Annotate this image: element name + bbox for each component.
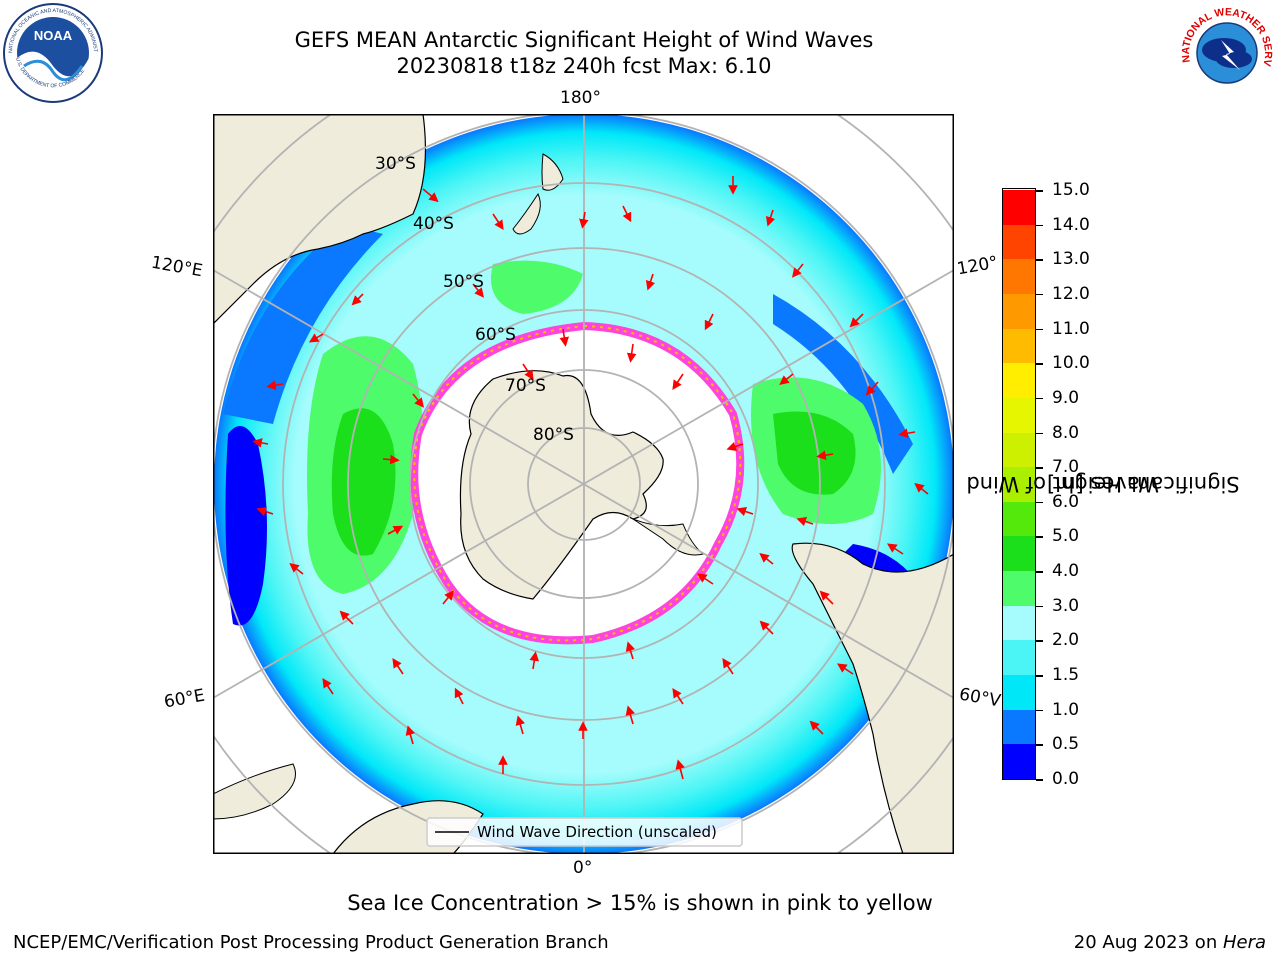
colorbar-bin — [1003, 535, 1035, 572]
colorbar-tick-mark — [1036, 675, 1043, 677]
colorbar-tick-mark — [1036, 605, 1043, 608]
lat-label-70s: 70°S — [505, 376, 546, 396]
legend-label: Wind Wave Direction (unscaled) — [477, 823, 717, 841]
lon-label-180: 180° — [560, 88, 601, 108]
colorbar-tick-label: 13.0 — [1052, 249, 1090, 270]
colorbar-tick-mark — [1036, 328, 1043, 331]
colorbar-tick-label: 8.0 — [1052, 422, 1080, 443]
antarctica-landmass — [459, 370, 664, 600]
colorbar-tick-label: 7.0 — [1052, 457, 1080, 478]
colorbar-tick-mark — [1036, 363, 1043, 365]
lat-label-50s: 50°S — [443, 272, 484, 292]
colorbar-tick-mark — [1036, 432, 1043, 435]
colorbar-tick-label: 4.0 — [1052, 561, 1080, 582]
colorbar-bin — [1003, 501, 1035, 537]
colorbar-tick-label: 9.0 — [1052, 387, 1080, 408]
colorbar-tick-label: 5.0 — [1052, 526, 1080, 547]
lat-label-60s: 60°S — [475, 325, 516, 345]
noaa-logo: NOAA NATIONAL OCEANIC AND ATMOSPHERIC AD… — [2, 2, 103, 103]
sea-ice-note: Sea Ice Concentration > 15% is shown in … — [347, 891, 933, 915]
colorbar-tick-label: 6.0 — [1052, 491, 1080, 512]
colorbar-bin — [1003, 189, 1035, 225]
colorbar-tick-mark — [1036, 744, 1043, 746]
colorbar-tick-mark — [1036, 536, 1043, 538]
lon-label-120w: 120° — [955, 252, 1000, 280]
colorbar-bin — [1003, 570, 1035, 606]
lon-label-0: 0° — [573, 858, 593, 878]
lon-label-60w: 60°V — [957, 684, 1003, 712]
colorbar-bin — [1003, 743, 1035, 779]
colorbar-bin — [1003, 328, 1035, 364]
colorbar-tick-label: 10.0 — [1052, 353, 1090, 374]
machine-name: Hera — [1222, 932, 1266, 953]
colorbar-tick-mark — [1036, 190, 1043, 192]
colorbar — [1002, 188, 1036, 780]
lon-label-60e: 60°E — [162, 685, 207, 713]
colorbar-tick-label: 0.0 — [1052, 769, 1080, 789]
colorbar-tick-label: 14.0 — [1052, 214, 1090, 235]
polar-map: 30°S 40°S 50°S 60°S 70°S 80°S Wind Wave … — [213, 114, 954, 854]
date-text: 20 Aug 2023 on Hera — [1073, 932, 1266, 953]
colorbar-tick-mark — [1036, 779, 1043, 781]
colorbar-bin — [1003, 293, 1035, 329]
colorbar-tick-mark — [1036, 571, 1043, 573]
colorbar-bin — [1003, 224, 1035, 260]
colorbar-bin — [1003, 362, 1035, 398]
wave-direction-arrows — [252, 176, 929, 780]
lat-label-40s: 40°S — [413, 214, 454, 234]
colorbar-tick-mark — [1036, 224, 1043, 227]
colorbar-tick-label: 0.5 — [1052, 734, 1080, 755]
credit-text: NCEP/EMC/Verification Post Processing Pr… — [13, 932, 609, 953]
colorbar-tick-label: 1.5 — [1052, 665, 1080, 686]
colorbar-tick-mark — [1036, 467, 1043, 469]
colorbar-tick-mark — [1036, 501, 1043, 504]
colorbar-tick-label: 1.0 — [1052, 699, 1080, 720]
colorbar-bin — [1003, 709, 1035, 745]
colorbar-tick-mark — [1036, 640, 1043, 642]
lat-label-80s: 80°S — [533, 425, 574, 445]
high-wave-area-north — [491, 260, 583, 314]
colorbar-bin — [1003, 674, 1035, 710]
colorbar-tick-label: 2.0 — [1052, 630, 1080, 651]
colorbar-bin — [1003, 397, 1035, 433]
colorbar-tick-label: 15.0 — [1052, 180, 1090, 200]
colorbar-bin — [1003, 605, 1035, 641]
noaa-logo-text: NOAA — [34, 28, 73, 43]
map-legend — [426, 817, 743, 847]
nws-logo: NATIONAL WEATHER SERVICE — [1176, 2, 1276, 102]
colorbar-bin — [1003, 466, 1035, 502]
colorbar-tick-label: 3.0 — [1052, 595, 1080, 616]
colorbar-tick-label: 11.0 — [1052, 318, 1090, 339]
colorbar-tick-mark — [1036, 259, 1043, 261]
colorbar-tick-mark — [1036, 709, 1043, 712]
colorbar-tick-label: 12.0 — [1052, 283, 1090, 304]
colorbar-tick-mark — [1036, 293, 1043, 296]
low-wave-area — [225, 426, 267, 626]
colorbar-bin — [1003, 639, 1035, 676]
colorbar-bin — [1003, 258, 1035, 294]
australia-landmass — [213, 114, 427, 325]
lon-label-120e: 120°E — [149, 252, 205, 282]
chart-subtitle: 20230818 t18z 240h fcst Max: 6.10 — [396, 54, 772, 78]
lat-label-30s: 30°S — [375, 154, 416, 174]
colorbar-bin — [1003, 432, 1035, 468]
colorbar-tick-mark — [1036, 397, 1043, 400]
chart-title: GEFS MEAN Antarctic Significant Height o… — [294, 28, 874, 52]
